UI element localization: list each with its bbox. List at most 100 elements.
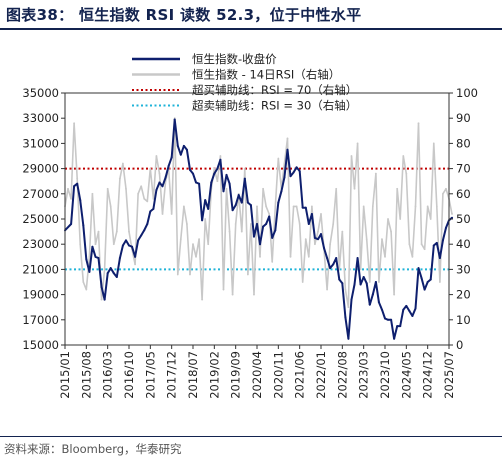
rsi-point [207, 243, 210, 246]
rsi-point [125, 187, 127, 190]
rsi-point [451, 213, 453, 215]
rsi-point [368, 281, 371, 283]
rsi-point [359, 268, 362, 271]
left-axis-tick-label: 25000 [22, 212, 59, 226]
hsi-point [88, 270, 91, 273]
right-axis-tick-label: 20 [456, 288, 471, 302]
rsi-point [204, 218, 207, 220]
hsi-point [344, 316, 347, 319]
hsi-point [316, 238, 319, 241]
rsi-point [201, 298, 204, 301]
hsi-point [271, 236, 274, 239]
rsi-series-line [64, 117, 453, 309]
hsi-point [210, 181, 213, 184]
rsi-point [445, 187, 447, 190]
rsi-point [198, 238, 200, 241]
figure-title: 图表38： 恒生指数 RSI 读数 52.3，位于中性水平 [6, 6, 362, 24]
hsi-point [112, 272, 115, 275]
rsi-point [399, 218, 402, 220]
x-axis-tick-label: 2022/08 [335, 351, 349, 399]
hsi-point [231, 209, 234, 212]
hsi-point [304, 206, 307, 209]
hsi-point [228, 182, 231, 185]
hsi-point [323, 246, 326, 249]
rsi-point [231, 293, 234, 296]
hsi-point [167, 165, 170, 168]
hsi-point [435, 241, 438, 244]
reference-lines [65, 167, 449, 271]
hsi-point [356, 257, 359, 260]
hsi-point [310, 212, 313, 215]
rsi-point [420, 243, 423, 246]
hsi-point [155, 189, 158, 192]
rsi-point [277, 157, 280, 160]
hsi-point [362, 275, 365, 278]
rsi-point [384, 255, 386, 258]
rsi-point [268, 213, 271, 215]
hsi-point [76, 182, 79, 185]
rsi-point [408, 243, 411, 246]
left-axis-tick-label: 27000 [22, 187, 59, 201]
hsi-point [222, 190, 225, 193]
left-axis-tick-label: 15000 [22, 338, 59, 352]
hsi-point [164, 176, 167, 179]
rsi-point [411, 255, 414, 258]
x-axis-tick-label: 2024/12 [421, 351, 435, 399]
x-axis-tick-label: 2023/03 [357, 351, 371, 399]
rsi-point [182, 205, 185, 208]
hsi-point [73, 185, 76, 188]
rsi-point [186, 223, 188, 225]
hsi-point [140, 234, 143, 237]
rsi-point [253, 293, 255, 296]
rsi-point [356, 142, 359, 145]
hsi-point [243, 177, 246, 180]
hsi-point [341, 282, 344, 285]
rsi-point [234, 223, 237, 225]
rsi-point [222, 288, 225, 291]
hsi-point [359, 283, 362, 286]
rsi-point [307, 255, 310, 258]
x-axis-tick-label: 2016/10 [122, 351, 136, 399]
hsi-point [393, 337, 396, 340]
rsi-point [195, 255, 197, 258]
rsi-point [286, 137, 289, 140]
hsi-point [97, 257, 100, 260]
hsi-point [195, 181, 198, 184]
rsi-point [79, 243, 82, 246]
hsi-point [146, 223, 149, 226]
hsi-point [313, 236, 316, 239]
rsi-point [374, 172, 377, 175]
hsi-series-line [64, 118, 453, 340]
rsi-point [341, 230, 344, 233]
hsi-point [283, 176, 286, 179]
hsi-point [380, 308, 383, 311]
hsi-point [347, 337, 350, 340]
hsi-point [192, 172, 194, 175]
hsi-point [259, 243, 262, 246]
left-axis-tick-label: 35000 [22, 86, 59, 100]
hsi-point [237, 194, 240, 197]
rsi-point [387, 218, 389, 220]
left-axis-tick-label: 21000 [22, 262, 59, 276]
rsi-point [423, 248, 426, 251]
rsi-point [161, 213, 164, 215]
right-axis-tick-label: 10 [456, 313, 471, 327]
hsi-point [280, 190, 283, 193]
rsi-point [128, 230, 130, 233]
hsi-point [134, 255, 137, 258]
x-axis-tick-label: 2022/01 [314, 351, 328, 399]
right-axis-tick-label: 100 [456, 86, 478, 100]
rsi-point [295, 205, 298, 208]
hsi-point [106, 272, 109, 275]
rsi-point [213, 167, 216, 170]
hsi-point [268, 215, 271, 218]
hsi-point [432, 244, 435, 247]
rsi-point [390, 230, 392, 233]
rsi-point [152, 197, 155, 200]
hsi-point [444, 226, 447, 229]
hsi-point [277, 201, 280, 204]
hsi-point [85, 258, 88, 261]
hsi-point [143, 229, 146, 232]
rsi-point [155, 155, 158, 157]
